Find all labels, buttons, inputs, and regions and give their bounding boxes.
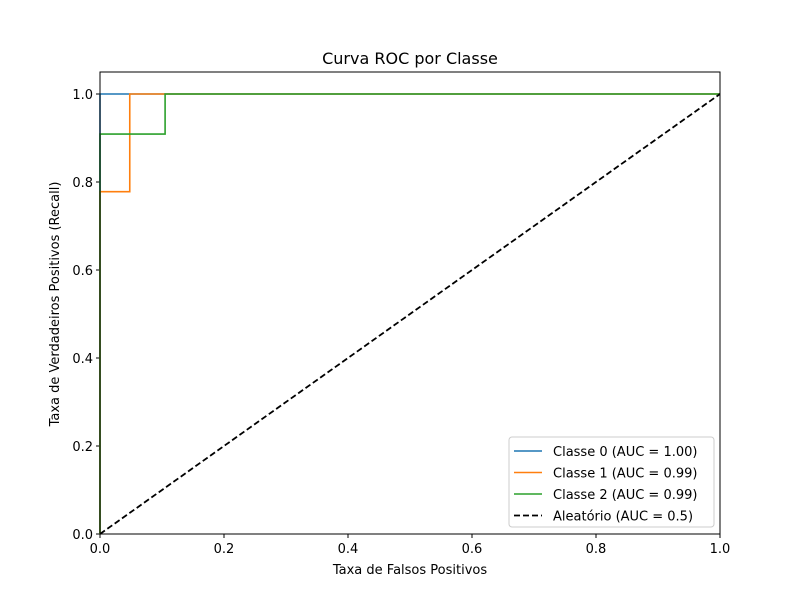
- y-tick-label: 0.0: [72, 528, 93, 543]
- y-tick-label: 1.0: [72, 88, 93, 103]
- legend-label-3: Aleatório (AUC = 0.5): [553, 510, 693, 525]
- legend-box: [508, 436, 715, 528]
- legend-label-2: Classe 2 (AUC = 0.99): [553, 488, 697, 503]
- y-tick-label: 0.6: [72, 264, 93, 279]
- y-tick-label: 0.8: [72, 176, 93, 191]
- legend-label-0: Classe 0 (AUC = 1.00): [553, 445, 697, 460]
- y-tick-label: 0.2: [72, 440, 93, 455]
- x-tick-label: 1.0: [710, 542, 731, 557]
- x-tick-label: 0.2: [214, 542, 235, 557]
- legend-label-1: Classe 1 (AUC = 0.99): [553, 467, 697, 482]
- series-line-3: [99, 93, 721, 535]
- x-tick-label: 0.8: [586, 542, 607, 557]
- axis-ticks: 0.0 0.2 0.4 0.6 0.8 1.0 0.0 0.2 0.4 0.6 0.8 1.0: [72, 88, 730, 557]
- y-tick-label: 0.4: [72, 352, 93, 367]
- x-axis-label: Taxa de Falsos Positivos: [332, 563, 487, 578]
- x-tick-label: 0.0: [90, 542, 111, 557]
- legend: Classe 0 (AUC = 1.00) Classe 1 (AUC = 0.9…: [508, 436, 715, 528]
- x-tick-label: 0.4: [338, 542, 359, 557]
- x-tick-label: 0.6: [462, 542, 483, 557]
- y-axis-label: Taxa de Verdadeiros Positivos (Recall): [48, 182, 63, 428]
- plot-frame: [99, 71, 721, 535]
- chart-title: Curva ROC por Classe: [322, 49, 498, 68]
